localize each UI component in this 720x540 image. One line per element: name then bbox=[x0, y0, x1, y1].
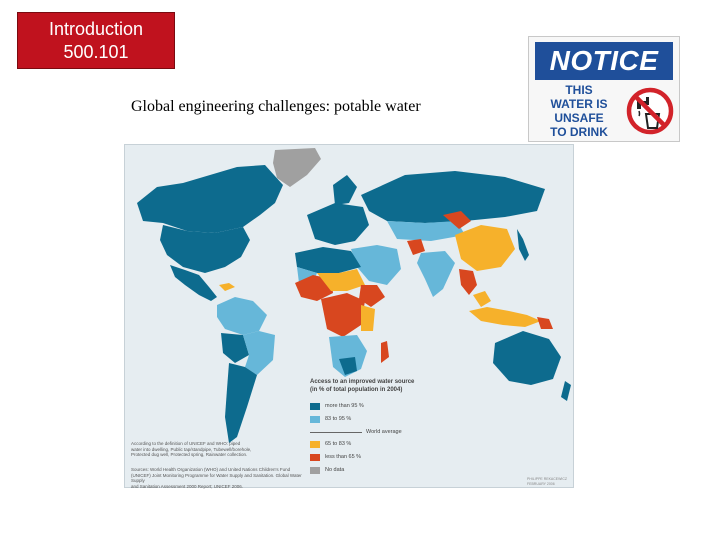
legend-item: No data bbox=[310, 465, 344, 475]
world-map bbox=[137, 148, 571, 443]
notice-header: NOTICE bbox=[549, 45, 659, 76]
world-average-line bbox=[310, 432, 362, 433]
legend-subtitle: (in % of total population in 2004) bbox=[310, 386, 403, 393]
legend-swatch bbox=[310, 440, 320, 448]
notice-banner: NOTICE bbox=[535, 42, 673, 80]
definition-note: According to the definition of UNICEF an… bbox=[131, 441, 301, 458]
map-credit: PHILIPPE REKACEWICZ FEBRUARY 2006 bbox=[527, 477, 567, 486]
legend-swatch bbox=[310, 466, 320, 474]
note-line: Sources: World Health Organization (WHO)… bbox=[131, 467, 291, 472]
notice-line: TO DRINK bbox=[550, 125, 608, 139]
notice-line: WATER IS bbox=[550, 97, 608, 111]
legend-label: more than 95 % bbox=[325, 403, 364, 409]
note-line: water into dwelling, Public tap/standpip… bbox=[131, 446, 252, 452]
legend-label: less than 65 % bbox=[325, 454, 362, 460]
notice-sign: NOTICE THIS WATER IS UNSAFE TO DRINK bbox=[528, 36, 680, 142]
legend-swatch bbox=[310, 415, 320, 423]
legend-label: 83 to 95 % bbox=[325, 416, 352, 422]
legend-swatch bbox=[310, 453, 320, 461]
course-title: Introduction bbox=[48, 18, 144, 39]
note-line: According to the definition of UNICEF an… bbox=[131, 441, 241, 446]
legend-item: 83 to 95 % bbox=[310, 414, 351, 424]
note-line: Protected dug well, Protected spring, Ra… bbox=[131, 452, 248, 458]
legend-label: 65 to 83 % bbox=[325, 441, 352, 447]
note-line: and Sanitation Assessment 2000 Report; U… bbox=[131, 483, 244, 489]
slide-title: Global engineering challenges: potable w… bbox=[131, 98, 421, 115]
legend-item: more than 95 % bbox=[310, 401, 364, 411]
sources-note: Sources: World Health Organization (WHO)… bbox=[131, 467, 311, 489]
credit-line: PHILIPPE REKACEWICZ bbox=[527, 477, 568, 481]
notice-line: UNSAFE bbox=[554, 111, 604, 125]
legend-item: 65 to 83 % bbox=[310, 439, 351, 449]
note-line: (UNICEF) Joint Monitoring Programme for … bbox=[131, 472, 302, 484]
course-label-box: Introduction 500.101 bbox=[17, 12, 175, 69]
notice-line: THIS bbox=[565, 83, 593, 97]
legend-title: Access to an improved water source bbox=[310, 379, 415, 385]
course-number: 500.101 bbox=[63, 41, 129, 62]
legend-item: less than 65 % bbox=[310, 452, 361, 462]
world-average-label: World average bbox=[366, 429, 402, 435]
notice-text: THIS WATER IS UNSAFE TO DRINK bbox=[535, 83, 623, 139]
credit-line: FEBRUARY 2006 bbox=[527, 481, 555, 486]
map-legend: Access to an improved water source (in %… bbox=[310, 379, 415, 474]
water-access-map: Access to an improved water source (in %… bbox=[124, 144, 574, 489]
legend-label: No data bbox=[325, 467, 345, 473]
legend-swatch bbox=[310, 402, 320, 410]
no-drinking-water-icon bbox=[626, 87, 674, 135]
